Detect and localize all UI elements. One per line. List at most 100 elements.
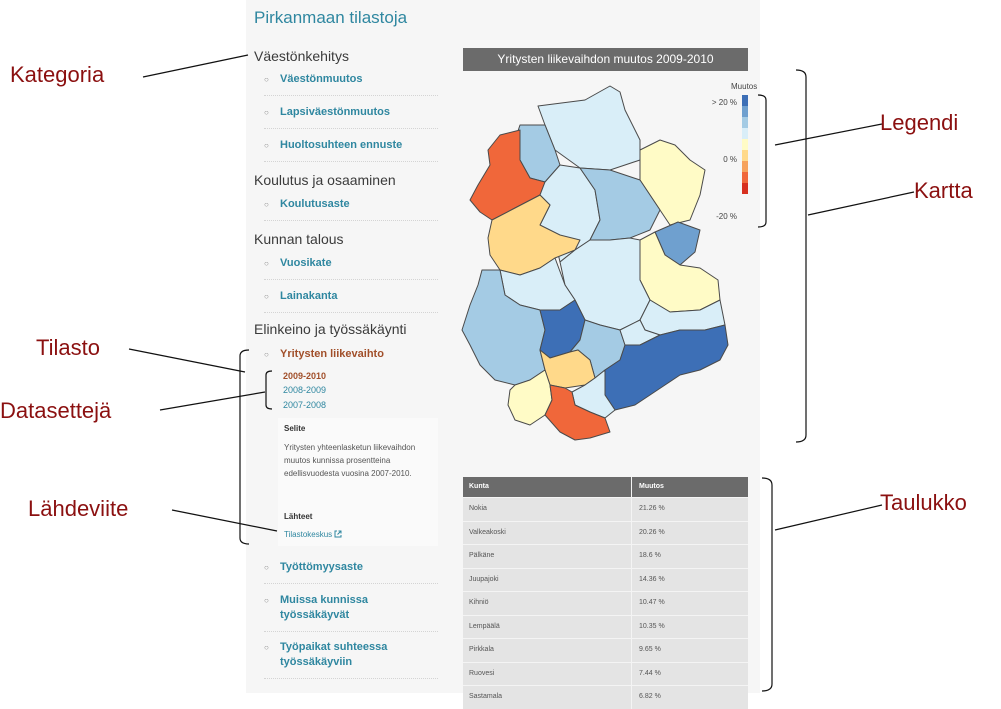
bullet-icon: ○ bbox=[264, 643, 269, 652]
bracket-tilasto bbox=[239, 349, 250, 545]
sidebar-item-lapsivaestonmuutos[interactable]: ○ Lapsiväestönmuutos bbox=[264, 105, 438, 130]
table-cell-muutos: 7.44 % bbox=[639, 669, 661, 677]
sidebar-item-vuosikate[interactable]: ○ Vuosikate bbox=[264, 256, 438, 281]
table-row: Pirkkala 9.65 % bbox=[463, 638, 748, 662]
dataset-link-2009-2010[interactable]: 2009-2010 bbox=[283, 371, 327, 381]
bullet-icon: ○ bbox=[264, 75, 269, 84]
table-row: Valkeakoski 20.26 % bbox=[463, 520, 748, 544]
table-cell-kunta: Kihniö bbox=[469, 599, 489, 606]
bullet-icon: ○ bbox=[264, 596, 269, 605]
table-cell-kunta: Pälkäne bbox=[469, 552, 495, 559]
table-row: Nokia 21.26 % bbox=[463, 497, 748, 521]
sidebar-item-vaestonmuutos[interactable]: ○ Väestönmuutos bbox=[264, 72, 438, 97]
bracket-table bbox=[761, 477, 773, 692]
table-row: Ruovesi 7.44 % bbox=[463, 661, 748, 685]
legend-label-high: > 20 % bbox=[711, 98, 737, 107]
table-cell-kunta: Pirkkala bbox=[469, 646, 494, 653]
table-cell-muutos: 20.26 % bbox=[639, 528, 665, 536]
legend-swatch bbox=[742, 95, 748, 106]
sidebar-item-huoltosuhde[interactable]: ○ Huoltosuhteen ennuste bbox=[264, 138, 438, 163]
table-row: Lempäälä 10.35 % bbox=[463, 614, 748, 638]
column-divider bbox=[631, 545, 632, 568]
annotation-line-legendi bbox=[774, 123, 883, 146]
legend-swatch bbox=[742, 106, 748, 117]
legend-color-scale bbox=[742, 95, 748, 194]
map-region-palkane[interactable] bbox=[604, 324, 729, 411]
column-divider bbox=[631, 568, 632, 591]
sidebar-item-yritysten-liikevaihto[interactable]: ○ Yritysten liikevaihto bbox=[264, 348, 384, 360]
page-title: Pirkanmaan tilastoja bbox=[254, 8, 408, 27]
bullet-icon: ○ bbox=[264, 200, 269, 209]
annotation-taulukko: Taulukko bbox=[880, 490, 967, 515]
table-cell-muutos: 21.26 % bbox=[639, 505, 665, 512]
legend-swatch bbox=[742, 183, 748, 194]
table-cell-kunta: Nokia bbox=[469, 505, 487, 512]
legend-swatch bbox=[742, 150, 748, 161]
legend-title: Muutos bbox=[731, 82, 758, 91]
table-header: Kunta Muutos bbox=[463, 477, 748, 497]
legend-label-mid: 0 % bbox=[723, 155, 737, 164]
table-cell-muutos: 9.65 % bbox=[639, 646, 661, 653]
map-region-valkeakoski[interactable] bbox=[544, 384, 611, 441]
bracket-datasets bbox=[265, 370, 273, 410]
sidebar-item-tyottomyysaste[interactable]: ○ Työttömyysaste bbox=[264, 560, 438, 585]
annotation-kategoria: Kategoria bbox=[10, 62, 105, 87]
sidebar-item-muissa-kunnissa[interactable]: ○ Muissa kunnissa työssäkäyvät bbox=[264, 593, 438, 632]
table-cell-kunta: Juupajoki bbox=[469, 575, 499, 583]
table-cell-kunta: Lempäälä bbox=[469, 622, 500, 630]
sidebar-item-koulutusaste[interactable]: ○ Koulutusaste bbox=[264, 197, 438, 222]
bracket-legend bbox=[757, 94, 767, 228]
legend-swatch bbox=[742, 139, 748, 150]
annotation-lahdeviite: Lähdeviite bbox=[28, 496, 129, 521]
map-region-ruovesi[interactable] bbox=[579, 167, 661, 241]
column-header-kunta[interactable]: Kunta bbox=[469, 483, 489, 490]
annotation-line-kartta bbox=[807, 191, 915, 216]
source-link[interactable]: Tilastokeskus bbox=[284, 530, 342, 539]
category-koulutus: Koulutus ja osaaminen bbox=[254, 172, 396, 188]
bullet-icon: ○ bbox=[264, 350, 269, 359]
table-cell-kunta: Ruovesi bbox=[469, 669, 495, 677]
dataset-link-2007-2008[interactable]: 2007-2008 bbox=[283, 400, 327, 410]
column-divider bbox=[631, 639, 632, 662]
bullet-icon: ○ bbox=[264, 259, 269, 268]
table-cell-muutos: 18.6 % bbox=[639, 552, 661, 559]
annotation-line-lahdeviite bbox=[171, 509, 278, 532]
description-box bbox=[278, 418, 438, 546]
annotation-kartta: Kartta bbox=[914, 178, 973, 203]
table-cell-muutos: 10.35 % bbox=[639, 622, 665, 630]
category-vaestonkehitys: Väestönkehitys bbox=[254, 48, 349, 64]
table-cell-kunta: Valkeakoski bbox=[469, 528, 506, 536]
column-divider bbox=[631, 498, 632, 521]
category-kunnan-talous: Kunnan talous bbox=[254, 231, 344, 247]
sidebar-item-tyopaikat[interactable]: ○ Työpaikat suhteessa työssäkäyviin bbox=[264, 640, 438, 679]
sources-heading: Lähteet bbox=[284, 512, 313, 521]
column-header-muutos[interactable]: Muutos bbox=[639, 483, 664, 490]
legend-swatch bbox=[742, 161, 748, 172]
category-elinkeino: Elinkeino ja työssäkäynti bbox=[254, 321, 407, 337]
legend-swatch bbox=[742, 128, 748, 139]
bracket-map bbox=[795, 69, 807, 443]
annotation-tilasto: Tilasto bbox=[36, 335, 100, 360]
annotation-lines bbox=[128, 54, 915, 692]
table-cell-muutos: 10.47 % bbox=[639, 599, 665, 606]
sidebar-item-lainakanta[interactable]: ○ Lainakanta bbox=[264, 289, 438, 314]
annotation-datasetteja: Datasettejä bbox=[0, 398, 112, 423]
annotation-line-datasetteja bbox=[159, 391, 266, 411]
dataset-link-2008-2009[interactable]: 2008-2009 bbox=[283, 385, 327, 395]
annotation-line-kategoria bbox=[142, 54, 249, 78]
description-text: Yritysten yhteenlasketun liikevaihdon mu… bbox=[284, 443, 416, 478]
column-divider bbox=[631, 615, 632, 638]
map-title: Yritysten liikevaihdon muutos 2009-2010 bbox=[463, 48, 748, 71]
table-row: Kihniö 10.47 % bbox=[463, 591, 748, 615]
description-heading: Selite bbox=[284, 424, 306, 433]
bullet-icon: ○ bbox=[264, 141, 269, 150]
bullet-icon: ○ bbox=[264, 563, 269, 572]
column-divider bbox=[631, 477, 632, 497]
annotation-line-tilasto bbox=[128, 348, 246, 373]
external-link-icon bbox=[334, 530, 342, 538]
column-divider bbox=[631, 521, 632, 544]
table-cell-muutos: 14.36 % bbox=[639, 575, 665, 583]
annotation-legendi: Legendi bbox=[880, 110, 959, 135]
bullet-icon: ○ bbox=[264, 292, 269, 301]
table-row: Pälkäne 18.6 % bbox=[463, 544, 748, 568]
